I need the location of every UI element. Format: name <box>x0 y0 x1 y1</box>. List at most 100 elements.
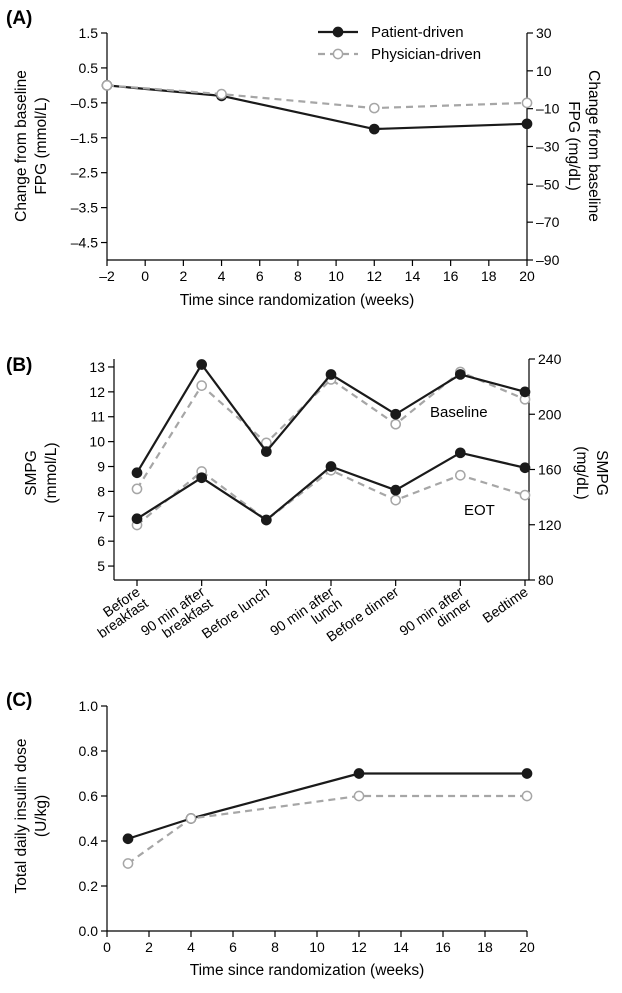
panel-c-xtick-label: 12 <box>351 939 367 955</box>
panel-a-ylabel-right-line: FPG (mg/dL) <box>565 101 582 191</box>
panel-a-xtick-label: –2 <box>99 268 115 284</box>
annotation-baseline: Baseline <box>430 404 488 421</box>
panel-c-xtick-label: 4 <box>187 939 195 955</box>
panel-c-ytick-label: 0.4 <box>79 833 99 849</box>
panel-b-ytick-label: 9 <box>97 459 105 475</box>
panel-a-xtick-label: 18 <box>481 268 497 284</box>
panel-c-series-physician-point <box>353 790 365 802</box>
panel-b-category-line: Bedtime <box>479 583 530 626</box>
panel-a-xtick-label: 12 <box>366 268 382 284</box>
panel-c-ylabel: Total daily insulin dose (U/kg) <box>13 738 50 893</box>
panel-a-xtick-label: 20 <box>519 268 535 284</box>
panel-c-series-patient-point <box>521 768 533 779</box>
panel-a-series-patient-line <box>106 84 528 131</box>
panel-a-ytick-label: –0.5 <box>71 95 98 111</box>
panel-c-xtick-label: 0 <box>103 939 111 955</box>
panel-b-ylabel-line: (mmol/L) <box>43 442 60 503</box>
panel-b-patient-eot-point <box>519 462 531 474</box>
panel-b-physician-baseline-point <box>390 418 402 430</box>
panel-b-ytick-label: 10 <box>89 434 105 450</box>
panel-b-patient-baseline-point <box>454 369 466 380</box>
panel-a-series-patient-point <box>521 118 533 130</box>
panel-a-ytick-right-label: 30 <box>536 25 552 41</box>
panel-a-ytick-right-label: –70 <box>536 214 560 230</box>
panel-a-ytick-label: –2.5 <box>71 165 98 181</box>
panel-a-xtick-label: 10 <box>328 268 344 284</box>
panel-a-ytick-right-label: –10 <box>536 101 560 117</box>
series-layer <box>101 80 533 869</box>
panel-c-ylabel-line: Total daily insulin dose <box>13 738 30 893</box>
panel-a-series-physician-point <box>216 88 227 100</box>
panel-a-ylabel-right: Change from baselineFPG (mg/dL) <box>565 70 602 222</box>
panel-c-series-physician-point <box>122 858 134 869</box>
panel-a-ytick-right-label: –50 <box>536 176 560 192</box>
panel-a-series-physician-line <box>106 84 528 110</box>
panel-a-xtick-label: 14 <box>405 268 421 284</box>
panel-c-label: (C) <box>6 690 32 711</box>
panel-c-ytick-label: 1.0 <box>79 698 99 714</box>
panel-b-ytick-right-label: 200 <box>538 406 562 422</box>
panel-b-patient-baseline-point <box>196 359 208 370</box>
panel-a-ytick-label: –3.5 <box>71 200 98 216</box>
panel-b-ylabel-right-line: SMPG <box>593 450 610 496</box>
panel-b-category-label: 90 min afterbreakfast <box>138 583 216 650</box>
panel-a-xtick-label: 16 <box>443 268 459 284</box>
panel-a-ylabel-line: FPG (mmol/L) <box>33 97 50 194</box>
panel-c-ytick-label: 0.8 <box>79 743 99 759</box>
panel-b-ytick-right-label: 240 <box>538 351 562 367</box>
panel-b-physician-eot-point <box>390 494 402 506</box>
legend: Patient-driven Physician-driven <box>318 24 481 63</box>
panel-a-ytick-label: –1.5 <box>71 130 98 146</box>
panel-b-patient-eot-point <box>196 472 208 484</box>
panel-b-ytick-label: 6 <box>97 533 105 549</box>
legend-patient-marker <box>332 26 344 38</box>
panel-a-xtick-label: 0 <box>141 268 149 284</box>
panel-a-ylabel-line: Change from baseline <box>13 70 30 222</box>
panel-b-label: (B) <box>6 355 32 376</box>
panel-a-ylabel-right-line: Change from baseline <box>585 70 602 222</box>
panel-b-ylabel-line: SMPG <box>23 450 40 496</box>
panel-b-ytick-right-label: 120 <box>538 517 562 533</box>
panel-c-series-physician-point <box>185 813 197 824</box>
panel-c-xtick-label: 20 <box>519 939 535 955</box>
panel-a-ytick-right-label: 10 <box>536 63 552 79</box>
panel-b-category-line: Before lunch <box>198 583 272 641</box>
panel-c-xlabel: Time since randomization (weeks) <box>190 962 425 979</box>
panel-c-ytick-label: 0.2 <box>79 878 99 894</box>
panel-c-xtick-label: 8 <box>271 939 279 955</box>
panel-b-ytick-label: 13 <box>89 359 105 375</box>
panel-a-xtick-label: 4 <box>218 268 226 284</box>
panel-a-label: (A) <box>6 8 32 29</box>
panel-b-category-label: 90 min afterdinner <box>396 583 474 650</box>
panel-a-ytick-right-label: –90 <box>536 252 560 268</box>
panel-b-ytick-label: 5 <box>97 558 105 574</box>
panel-c-series-patient-point <box>353 768 365 779</box>
panel-b-patient-baseline-point <box>131 467 143 479</box>
panel-a-xlabel: Time since randomization (weeks) <box>180 292 415 309</box>
panel-c-xtick-label: 14 <box>393 939 409 955</box>
panel-b-physician-eot-point <box>519 489 531 501</box>
panel-b-physician-baseline-point <box>131 483 143 495</box>
panel-c-ytick-label: 0.0 <box>79 923 99 939</box>
panel-b-category-label: Before lunch <box>198 583 272 641</box>
panel-c-xtick-label: 18 <box>477 939 493 955</box>
panel-b-ylabel-right: SMPG(mg/dL) <box>573 446 610 499</box>
panel-b-ytick-right-label: 160 <box>538 462 562 478</box>
panel-b-physician-eot-point <box>454 469 466 481</box>
panel-a-ytick-label: 0.5 <box>79 60 99 76</box>
panel-c-xtick-label: 2 <box>145 939 153 955</box>
panel-b-ylabel: SMPG (mmol/L) <box>23 442 60 503</box>
panel-a-series-physician-point <box>101 80 113 91</box>
panel-b-category-label: Bedtime <box>479 583 530 626</box>
panel-a-xtick-label: 2 <box>179 268 187 284</box>
panel-b-patient-eot-point <box>260 514 272 526</box>
panel-b-ytick-label: 8 <box>97 483 105 499</box>
panel-a-series-patient-point <box>368 123 380 135</box>
panel-b-physician-baseline-point <box>196 380 208 391</box>
panel-b-ytick-label: 7 <box>97 508 105 524</box>
panel-b-ytick-label: 11 <box>90 409 105 425</box>
panel-a-ytick-label: –4.5 <box>71 235 98 251</box>
panel-c-series-physician-point <box>521 790 533 802</box>
panel-c-ytick-label: 0.6 <box>79 788 99 804</box>
axes-layer: 1.5 0.5 –0.5 –1.5 –2.5 –3.5 –4.5 30 10 –10 –30 –50 –… <box>13 25 610 979</box>
